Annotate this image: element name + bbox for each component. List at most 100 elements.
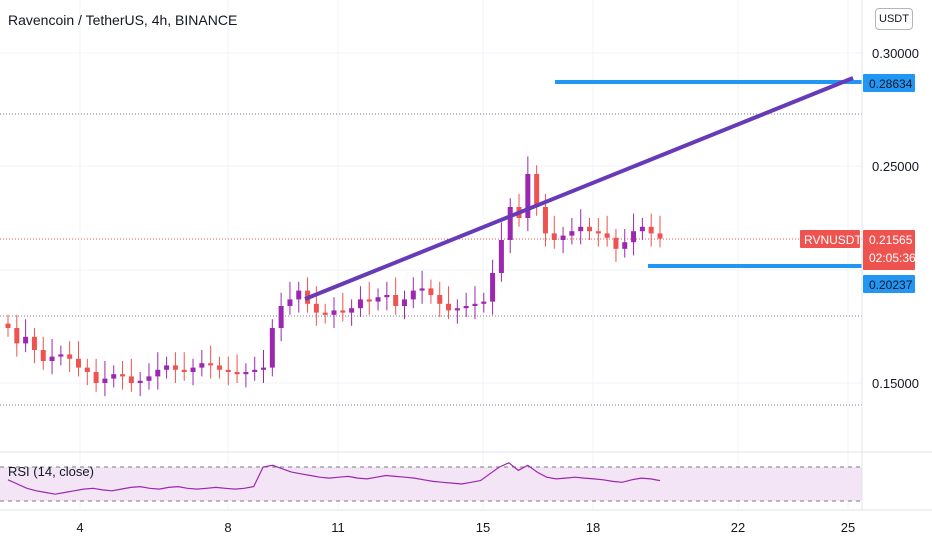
candle-body — [49, 356, 55, 361]
time-axis[interactable]: 4 8 11 15 18 22 25 — [76, 520, 855, 535]
candle-body — [631, 231, 637, 243]
candle-body — [261, 367, 267, 370]
candle-body — [234, 372, 240, 375]
candle-body — [84, 367, 90, 372]
candle-body — [542, 207, 548, 234]
candle-body — [639, 226, 645, 232]
candle-body — [357, 299, 363, 309]
candle-body — [146, 376, 152, 381]
trendline[interactable] — [304, 76, 854, 301]
price-tag-resistance: 0.28634 — [863, 74, 915, 92]
symbol-tag-text: RVNUSDT — [804, 233, 862, 247]
candle-body — [40, 350, 46, 361]
rsi-pane — [0, 462, 862, 502]
candle-body — [454, 308, 460, 311]
dotted-levels — [0, 113, 862, 406]
symbol-tag-bg — [800, 230, 860, 248]
candle-body — [340, 310, 346, 313]
candle-body — [322, 312, 328, 315]
candle-body — [313, 303, 319, 313]
time-axis-label: 4 — [76, 520, 83, 535]
candle-body — [472, 303, 478, 306]
candle-body — [613, 237, 619, 249]
time-axis-label: 18 — [586, 520, 600, 535]
candle-body — [287, 299, 293, 306]
candle-body — [622, 242, 628, 249]
price-tag-bg — [863, 275, 915, 293]
countdown-text: 02:05:36 — [869, 251, 916, 265]
candle-body — [243, 372, 249, 375]
candle-body — [578, 226, 584, 232]
rsi-line — [7, 462, 661, 495]
rsi-indicator-label[interactable]: RSI (14, close) — [8, 464, 94, 479]
candle-body — [14, 328, 20, 344]
candle-body — [137, 380, 143, 383]
candle-body — [75, 358, 81, 368]
candle-body — [269, 328, 275, 368]
currency-button[interactable]: USDT — [875, 8, 913, 30]
chart-title: Ravencoin / TetherUS, 4h, BINANCE — [8, 12, 238, 28]
candle-body — [507, 207, 513, 240]
time-axis-label: 15 — [476, 520, 490, 535]
candle-body — [172, 365, 178, 370]
candle-body — [657, 233, 663, 239]
candle-body — [120, 374, 126, 377]
candle-body — [587, 226, 593, 232]
candle-body — [252, 369, 258, 372]
candle-body — [190, 367, 196, 372]
candle-body — [490, 273, 496, 302]
last-price-text: 0.21565 — [869, 233, 913, 247]
last-price-tag-bg — [863, 230, 915, 270]
candle-body — [208, 363, 214, 366]
candle-body — [31, 336, 37, 350]
candle-body — [128, 376, 134, 383]
candle-body — [648, 226, 654, 234]
candle-body — [278, 306, 284, 328]
candle-body — [216, 365, 222, 370]
candle-body — [525, 174, 531, 218]
time-axis-label: 25 — [841, 520, 855, 535]
time-axis-label: 8 — [224, 520, 231, 535]
candle-body — [93, 372, 99, 383]
price-tag-bg — [863, 74, 915, 92]
price-tag-last: 0.21565 02:05:36 — [863, 230, 916, 270]
candle-body — [560, 235, 566, 240]
price-axis-label: 0.15000 — [872, 376, 919, 391]
candle-body — [349, 308, 355, 313]
candle-body — [375, 297, 381, 302]
candle-body — [410, 290, 416, 300]
candle-body — [225, 369, 231, 372]
candle-body — [401, 299, 407, 306]
candle-body — [181, 369, 187, 372]
candle-body — [419, 288, 425, 291]
candle-body — [155, 369, 161, 377]
candle-body — [384, 295, 390, 298]
price-axis-label: 0.30000 — [872, 46, 919, 61]
candle-body — [111, 374, 117, 379]
candle-body — [58, 354, 64, 357]
candle-body — [164, 365, 170, 370]
candle-body — [446, 303, 452, 311]
rsi-band — [0, 467, 862, 501]
chart-grid — [0, 0, 862, 510]
time-axis-label: 22 — [731, 520, 745, 535]
price-tag-text: 0.28634 — [869, 77, 913, 91]
candle-body — [595, 231, 601, 234]
price-tag-symbol: RVNUSDT — [800, 230, 862, 248]
candle-body — [437, 295, 443, 304]
price-tag-text: 0.20237 — [869, 278, 913, 292]
candle-body — [366, 299, 372, 302]
price-axis-label: 0.25000 — [872, 159, 919, 174]
price-axis[interactable]: 0.30000 0.25000 0.15000 — [872, 46, 919, 391]
candle-body — [604, 233, 610, 238]
candle-body — [534, 174, 540, 207]
candle-body — [331, 310, 337, 315]
candle-body — [102, 378, 108, 383]
candle-body — [569, 231, 575, 236]
candle-body — [393, 295, 399, 306]
candle-body — [199, 363, 205, 368]
candle-body — [551, 233, 557, 240]
candle-body — [67, 354, 73, 359]
